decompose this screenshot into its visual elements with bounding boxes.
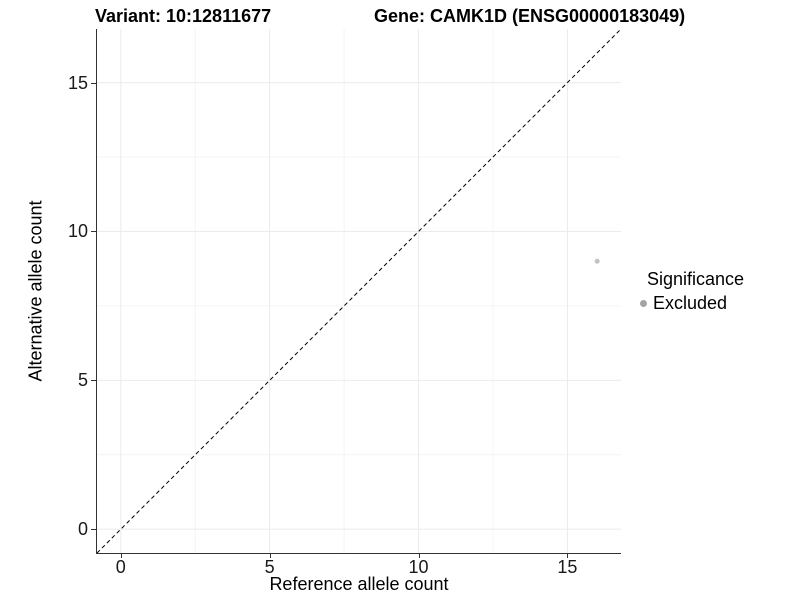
identity-line — [97, 29, 621, 553]
x-tick-label: 5 — [264, 557, 275, 577]
x-tick-mark — [120, 553, 122, 558]
x-tick-mark — [567, 553, 569, 558]
data-point — [594, 258, 600, 264]
major-gridlines — [97, 29, 621, 553]
legend-item: Excluded — [640, 293, 744, 314]
legend-key-circle-icon — [640, 300, 647, 307]
x-tick-label: 10 — [408, 557, 429, 577]
x-tick-label: 0 — [115, 557, 126, 577]
variant-title: Variant: 10:12811677 — [95, 6, 272, 26]
legend-items: Excluded — [640, 293, 744, 314]
legend: Significance Excluded — [640, 269, 744, 314]
y-tick-label: 0 — [77, 519, 88, 540]
identity-dashed-line — [97, 29, 621, 553]
y-tick-mark — [91, 529, 96, 531]
y-tick-label: 10 — [67, 221, 88, 242]
x-tick-mark — [418, 553, 420, 558]
plot-panel — [96, 29, 621, 554]
legend-item-label: Excluded — [653, 293, 728, 313]
x-tick-mark — [269, 553, 271, 558]
y-tick-label: 15 — [67, 72, 88, 93]
data-points — [594, 258, 600, 264]
plot-canvas — [97, 29, 621, 553]
minor-gridlines — [97, 29, 621, 553]
gene-title: Gene: CAMK1D (ENSG00000183049) — [374, 6, 686, 26]
y-tick-label: 5 — [77, 370, 88, 391]
y-tick-mark — [91, 231, 96, 233]
legend-title: Significance — [647, 269, 745, 289]
x-axis-title: Reference allele count — [269, 574, 449, 594]
y-tick-mark — [91, 380, 96, 382]
x-tick-label: 15 — [557, 557, 578, 577]
y-tick-mark — [91, 82, 96, 84]
